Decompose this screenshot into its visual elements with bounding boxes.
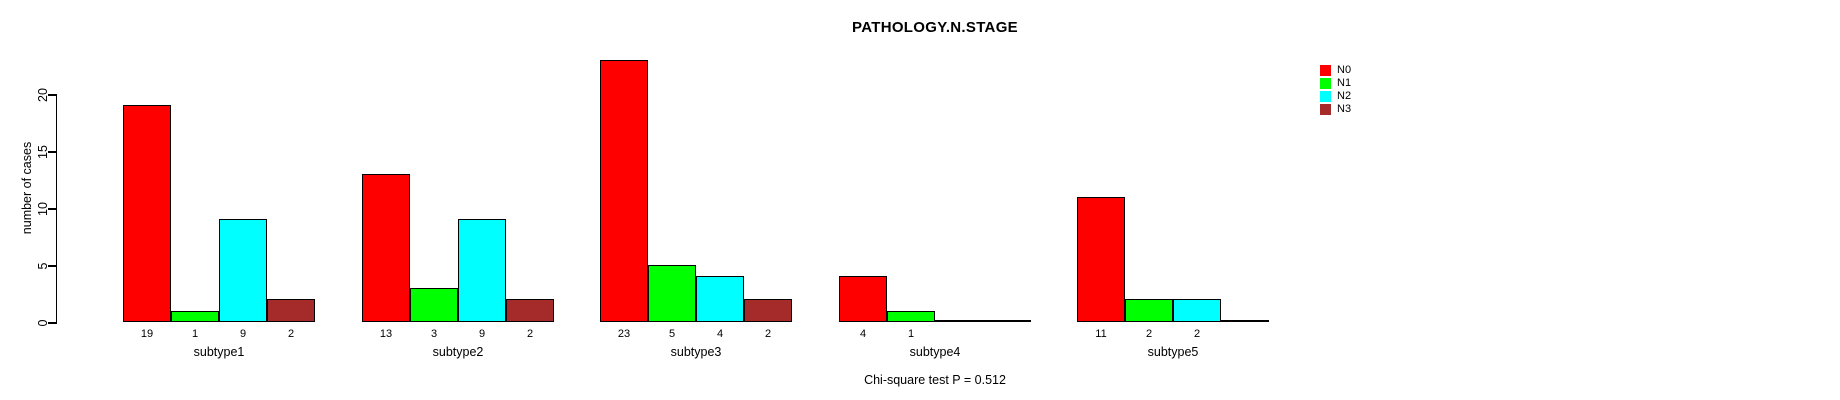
- bar-n1-subtype1: [171, 311, 219, 322]
- legend-label: N0: [1337, 64, 1352, 76]
- legend-label: N1: [1337, 77, 1352, 89]
- bar-n1-subtype4: [887, 311, 935, 322]
- bar-value-label: 13: [379, 328, 393, 340]
- bar-value-label: 2: [287, 328, 295, 340]
- category-label-subtype2: subtype2: [432, 345, 484, 359]
- y-axis-label: number of cases: [20, 141, 34, 235]
- bar-value-label: 4: [859, 328, 867, 340]
- bar-n2-subtype1: [219, 219, 267, 322]
- bar-n2-subtype2: [458, 219, 506, 322]
- category-label-subtype5: subtype5: [1147, 345, 1199, 359]
- y-axis-tick: [47, 94, 56, 96]
- category-label-subtype1: subtype1: [193, 345, 245, 359]
- bar-value-label: 9: [239, 328, 247, 340]
- bar-value-label: 5: [668, 328, 676, 340]
- bar-n2-subtype3: [696, 276, 744, 322]
- bar-value-label: 11: [1095, 328, 1107, 340]
- y-axis-tick-label: 10: [36, 202, 50, 216]
- chi-square-annotation: Chi-square test P = 0.512: [864, 373, 1006, 387]
- bar-n0-subtype5: [1077, 197, 1125, 322]
- bar-value-label: 9: [478, 328, 486, 340]
- legend: N0 N1 N2 N3: [1320, 64, 1400, 116]
- bar-value-label: 1: [907, 328, 915, 340]
- bar-value-label: 19: [140, 328, 154, 340]
- bar-zero-n3-subtype5: [1221, 320, 1269, 322]
- bar-value-label: 4: [716, 328, 724, 340]
- legend-swatch-icon: [1320, 78, 1331, 89]
- legend-row-n0: N0: [1320, 64, 1400, 77]
- bar-value-label: 2: [1145, 328, 1153, 340]
- bar-n0-subtype1: [123, 105, 171, 322]
- chart-title: PATHOLOGY.N.STAGE: [852, 19, 1018, 36]
- bar-n1-subtype5: [1125, 299, 1173, 322]
- bar-n0-subtype3: [600, 60, 648, 322]
- y-axis-tick: [47, 265, 56, 267]
- bar-value-label: 3: [430, 328, 438, 340]
- y-axis-line: [55, 94, 57, 324]
- y-axis-tick-label: 5: [36, 262, 50, 270]
- y-axis-tick-label: 20: [36, 88, 50, 102]
- bar-value-label: 2: [1193, 328, 1201, 340]
- legend-label: N2: [1337, 90, 1352, 102]
- bar-n0-subtype2: [362, 174, 410, 322]
- legend-swatch-icon: [1320, 65, 1331, 76]
- legend-row-n3: N3: [1320, 103, 1400, 116]
- bar-value-label: 23: [617, 328, 631, 340]
- legend-label: N3: [1337, 103, 1352, 115]
- category-label-subtype4: subtype4: [909, 345, 961, 359]
- legend-row-n2: N2: [1320, 90, 1400, 103]
- bar-n2-subtype5: [1173, 299, 1221, 322]
- bar-zero-n3-subtype4: [983, 320, 1031, 322]
- bar-n0-subtype4: [839, 276, 887, 322]
- bar-n1-subtype2: [410, 288, 458, 322]
- bar-n1-subtype3: [648, 265, 696, 322]
- legend-swatch-icon: [1320, 104, 1331, 115]
- category-label-subtype3: subtype3: [670, 345, 722, 359]
- bar-n3-subtype3: [744, 299, 792, 322]
- y-axis-tick-label: 15: [36, 145, 50, 159]
- bar-value-label: 2: [764, 328, 772, 340]
- bar-n3-subtype2: [506, 299, 554, 322]
- legend-row-n1: N1: [1320, 77, 1400, 90]
- bar-value-label: 2: [526, 328, 534, 340]
- y-axis-tick-label: 0: [36, 319, 50, 327]
- legend-swatch-icon: [1320, 91, 1331, 102]
- bar-n3-subtype1: [267, 299, 315, 322]
- bar-zero-n2-subtype4: [935, 320, 983, 322]
- y-axis-tick: [47, 322, 56, 324]
- y-axis-tick: [47, 151, 56, 153]
- y-axis-tick: [47, 208, 56, 210]
- bar-value-label: 1: [191, 328, 199, 340]
